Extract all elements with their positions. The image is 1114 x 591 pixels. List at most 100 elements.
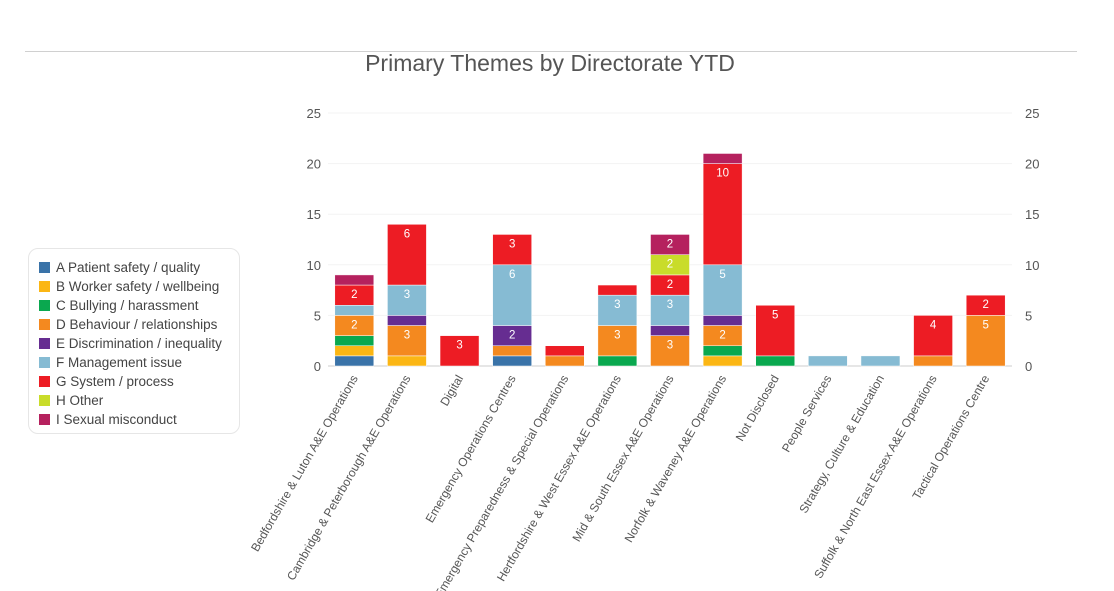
- divider: [25, 51, 1077, 52]
- bar-segment: [702, 355, 743, 367]
- legend-item[interactable]: H Other: [39, 391, 239, 410]
- bar-segment: [702, 315, 743, 326]
- x-tick-label: Not Disclosed: [733, 373, 782, 444]
- bar-segment: [439, 335, 480, 367]
- data-label: 2: [719, 330, 725, 342]
- y2-tick-label: 20: [1025, 157, 1039, 172]
- x-tick-label: Digital: [437, 373, 466, 409]
- bar-segment: [702, 153, 743, 164]
- bar-segment: [545, 345, 585, 357]
- legend-label: C Bullying / harassment: [56, 298, 199, 313]
- data-label: 6: [509, 269, 515, 281]
- legend-label: D Behaviour / relationships: [56, 317, 218, 332]
- data-label: 3: [509, 238, 515, 250]
- data-label: 3: [614, 299, 620, 311]
- legend-swatch: [39, 338, 50, 349]
- y-tick-label: 10: [307, 258, 321, 273]
- data-label: 5: [772, 309, 778, 321]
- legend-label: E Discrimination / inequality: [56, 336, 222, 351]
- legend-item[interactable]: A Patient safety / quality: [39, 258, 239, 277]
- bar-segment: [860, 355, 901, 367]
- bar-segment: [650, 335, 690, 367]
- bar-segment: [913, 355, 953, 367]
- legend-item[interactable]: D Behaviour / relationships: [39, 315, 239, 334]
- legend-label: F Management issue: [56, 355, 183, 370]
- bar-segment: [334, 335, 375, 347]
- bar-segment: [650, 294, 690, 326]
- y2-tick-label: 10: [1025, 258, 1039, 273]
- data-label: 3: [667, 299, 673, 311]
- data-label: 2: [509, 330, 515, 342]
- y2-tick-label: 25: [1025, 106, 1039, 121]
- bar-segment: [702, 163, 743, 266]
- legend-label: H Other: [56, 393, 104, 408]
- data-label: 4: [930, 319, 937, 331]
- bar-segment: [387, 315, 427, 326]
- bar-segment: [492, 355, 532, 367]
- bar-segment: [334, 274, 375, 286]
- y2-tick-label: 0: [1025, 359, 1032, 374]
- y-tick-label: 5: [314, 308, 321, 323]
- x-tick-label: Bedfordshire & Luton A&E Operations: [248, 373, 361, 554]
- bar-segment: [755, 355, 795, 367]
- data-label: 2: [667, 259, 673, 271]
- legend-item[interactable]: C Bullying / harassment: [39, 296, 239, 315]
- data-label: 3: [404, 289, 410, 301]
- bar-segment: [597, 355, 638, 367]
- legend-swatch: [39, 376, 50, 387]
- bar-segment: [808, 355, 848, 367]
- legend-item[interactable]: B Worker safety / wellbeing: [39, 277, 239, 296]
- legend-label: G System / process: [56, 374, 174, 389]
- legend-item[interactable]: E Discrimination / inequality: [39, 334, 239, 353]
- bar-segment: [334, 305, 375, 316]
- data-label: 2: [667, 279, 673, 291]
- bar-segment: [702, 264, 743, 316]
- data-label: 3: [614, 330, 620, 342]
- bar-segment: [545, 355, 585, 367]
- legend-swatch: [39, 262, 50, 273]
- y-tick-label: 0: [314, 359, 321, 374]
- legend-item[interactable]: I Sexual misconduct: [39, 410, 239, 429]
- bar-segment: [387, 284, 427, 316]
- x-tick-label: Norfolk & Waveney A&E Operations: [622, 373, 730, 545]
- x-tick-label: Mid & South Essex A&E Operations: [569, 373, 676, 545]
- bar-segment: [755, 305, 795, 357]
- data-label: 3: [456, 340, 462, 352]
- legend-swatch: [39, 357, 50, 368]
- bar-segment: [965, 294, 1006, 316]
- y-tick-label: 20: [307, 157, 321, 172]
- data-label: 2: [667, 238, 673, 250]
- data-label: 5: [982, 319, 988, 331]
- legend: A Patient safety / quality B Worker safet…: [28, 248, 240, 434]
- bar-segment: [913, 315, 953, 357]
- y-tick-label: 15: [307, 207, 321, 222]
- legend-label: I Sexual misconduct: [56, 412, 177, 427]
- chart-title: Primary Themes by Directorate YTD: [365, 50, 735, 76]
- bar-segment: [387, 224, 427, 286]
- data-label: 3: [667, 340, 673, 352]
- data-label: 2: [351, 319, 357, 331]
- bar-segment: [492, 345, 532, 357]
- bar-segment: [702, 345, 743, 357]
- data-label: 2: [982, 299, 988, 311]
- bar-segment: [650, 234, 690, 255]
- legend-label: B Worker safety / wellbeing: [56, 279, 220, 294]
- legend-item[interactable]: F Management issue: [39, 353, 239, 372]
- data-label: 6: [404, 228, 410, 240]
- data-label: 3: [404, 330, 410, 342]
- legend-swatch: [39, 281, 50, 292]
- x-tick-label: Emergency Operations Centres: [423, 373, 519, 526]
- legend-swatch: [39, 395, 50, 406]
- legend-label: A Patient safety / quality: [56, 260, 201, 275]
- bar-segment: [597, 294, 638, 326]
- legend-swatch: [39, 414, 50, 425]
- bar-segment: [597, 284, 638, 296]
- bar-segment: [387, 355, 427, 367]
- bar-segment: [492, 234, 532, 266]
- data-label: 2: [351, 289, 357, 301]
- y2-tick-label: 15: [1025, 207, 1039, 222]
- legend-item[interactable]: G System / process: [39, 372, 239, 391]
- bar-segment: [334, 355, 375, 367]
